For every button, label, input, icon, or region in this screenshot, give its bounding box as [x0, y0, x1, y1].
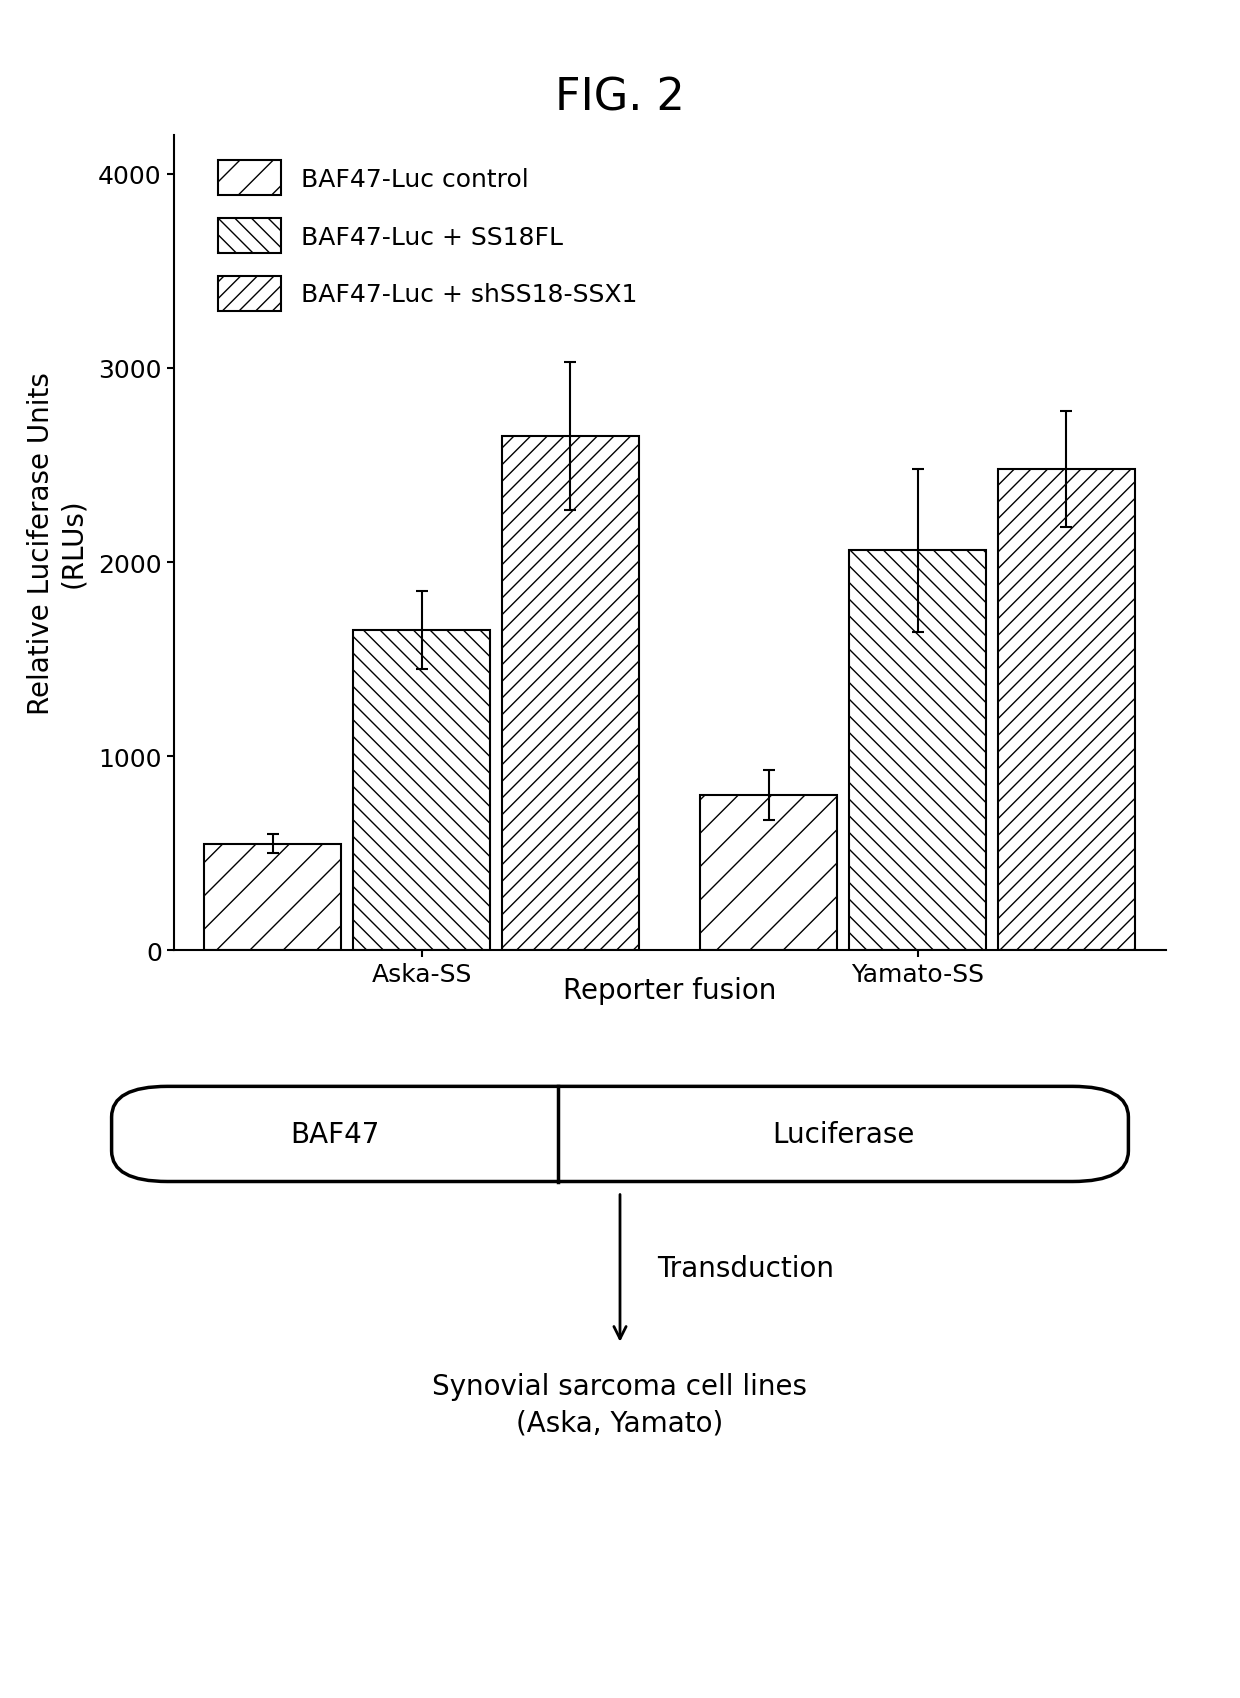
Text: BAF47: BAF47: [290, 1121, 379, 1148]
Bar: [998, 470, 1135, 951]
Text: Synovial sarcoma cell lines
(Aska, Yamato): Synovial sarcoma cell lines (Aska, Yamat…: [433, 1372, 807, 1437]
Text: Luciferase: Luciferase: [773, 1121, 914, 1148]
Text: Reporter fusion: Reporter fusion: [563, 976, 776, 1004]
Text: FIG. 2: FIG. 2: [556, 76, 684, 119]
Bar: [502, 436, 639, 951]
Bar: [701, 796, 837, 951]
FancyBboxPatch shape: [112, 1087, 1128, 1182]
Bar: [205, 844, 341, 951]
Legend: BAF47-Luc control, BAF47-Luc + SS18FL, BAF47-Luc + shSS18-SSX1: BAF47-Luc control, BAF47-Luc + SS18FL, B…: [206, 148, 650, 324]
Y-axis label: Relative Luciferase Units
(RLUs): Relative Luciferase Units (RLUs): [26, 372, 87, 715]
Bar: [353, 630, 490, 951]
Bar: [849, 552, 986, 951]
Text: Transduction: Transduction: [657, 1255, 835, 1282]
